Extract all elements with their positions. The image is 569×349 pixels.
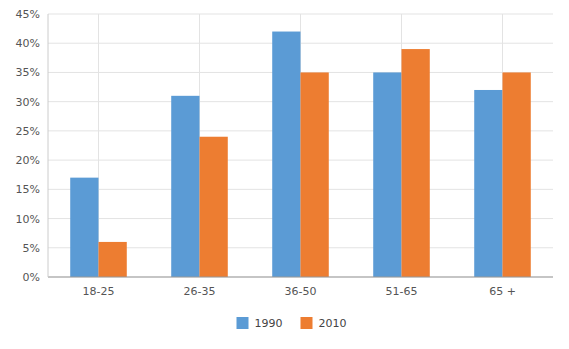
bar <box>503 72 531 277</box>
legend: 1990 2010 <box>237 317 347 330</box>
bar <box>200 137 228 277</box>
y-tick-label: 0% <box>23 271 40 284</box>
x-tick-label: 36-50 <box>285 285 317 298</box>
y-tick-label: 35% <box>16 66 40 79</box>
y-tick-label: 40% <box>16 37 40 50</box>
legend-swatch <box>237 317 249 329</box>
bars <box>70 32 531 277</box>
bar <box>373 72 401 277</box>
chart-container: 0% 5% 10% 15% 20% 25% 30% 35% 40% 45% 18-25 26-35 36… <box>0 0 569 349</box>
y-axis-line <box>48 14 49 277</box>
bar <box>70 178 98 277</box>
x-tick-label: 18-25 <box>83 285 115 298</box>
grid <box>48 14 553 277</box>
x-tick-label: 51-65 <box>386 285 418 298</box>
bar <box>272 32 300 277</box>
bar <box>301 72 329 277</box>
y-grid-line <box>48 277 553 278</box>
y-tick-label: 5% <box>23 242 40 255</box>
y-tick-label: 45% <box>16 8 40 21</box>
legend-swatch <box>301 317 313 329</box>
x-tick-label: 26-35 <box>184 285 216 298</box>
x-axis-line <box>48 277 553 278</box>
y-tick-label: 10% <box>16 213 40 226</box>
legend-label: 1990 <box>255 317 283 330</box>
y-tick-label: 15% <box>16 183 40 196</box>
bar <box>474 90 502 277</box>
y-tick-label: 25% <box>16 125 40 138</box>
y-tick-label: 20% <box>16 154 40 167</box>
legend-label: 2010 <box>319 317 347 330</box>
y-tick-label: 30% <box>16 96 40 109</box>
bar <box>171 96 199 277</box>
x-tick-label: 65 + <box>489 285 516 298</box>
chart: 0% 5% 10% 15% 20% 25% 30% 35% 40% 45% 18-25 26-35 36… <box>0 0 569 349</box>
bar <box>402 49 430 277</box>
bar <box>99 242 127 277</box>
